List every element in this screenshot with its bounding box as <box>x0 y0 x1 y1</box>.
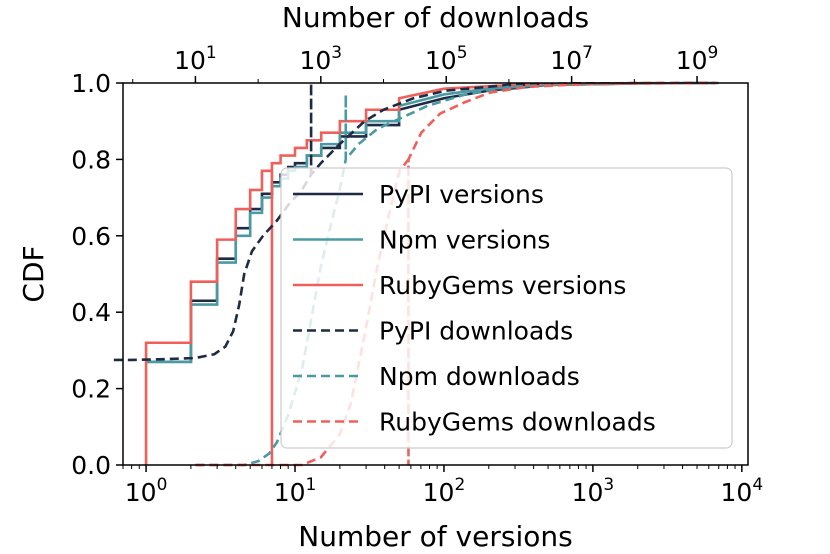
x-top-axis-label: Number of downloads <box>282 1 589 34</box>
x-bottom-axis-label: Number of versions <box>298 520 572 553</box>
legend-label: PyPI versions <box>379 180 544 209</box>
legend-box <box>280 167 733 449</box>
x-top-tick-label: 101 <box>174 43 217 75</box>
x-top-tick-label: 107 <box>550 43 593 75</box>
x-bottom-tick-label: 103 <box>572 475 615 507</box>
series-line-rubygems-versions <box>144 81 664 465</box>
legend-label: Npm downloads <box>379 362 580 391</box>
x-bottom-tick-label: 101 <box>274 475 317 507</box>
legend-label: PyPI downloads <box>379 317 573 346</box>
legend-label: RubyGems versions <box>379 271 626 300</box>
x-top-tick-label: 105 <box>425 43 468 75</box>
x-bottom-tick-label: 100 <box>125 475 168 507</box>
x-top-tick-label: 109 <box>676 43 719 75</box>
y-tick-label: 0.0 <box>71 451 111 480</box>
legend-label: RubyGems downloads <box>379 408 656 437</box>
y-axis-label: CDF <box>17 245 50 302</box>
x-bottom-tick-label: 104 <box>721 475 764 507</box>
y-tick-label: 1.0 <box>71 69 111 98</box>
x-top-tick-label: 103 <box>299 43 342 75</box>
legend-label: Npm versions <box>379 226 550 255</box>
y-tick-label: 0.6 <box>71 222 111 251</box>
plot-frame <box>122 82 749 466</box>
y-tick-label: 0.2 <box>71 375 111 404</box>
x-bottom-tick-label: 102 <box>423 475 466 507</box>
y-tick-label: 0.8 <box>71 145 111 174</box>
y-tick-label: 0.4 <box>71 298 111 327</box>
